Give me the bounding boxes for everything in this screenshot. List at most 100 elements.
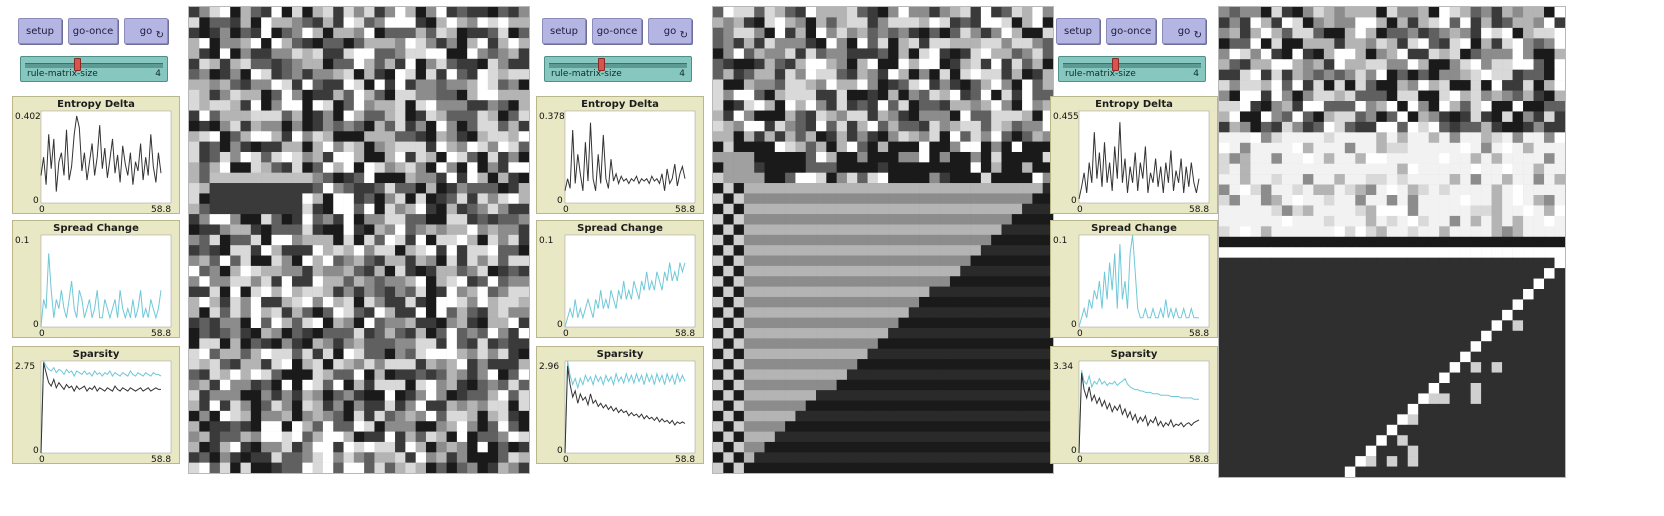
plot-canvas: 0.1 00 58.8 xyxy=(539,234,696,337)
go-button-label: go xyxy=(663,25,677,37)
slider-label: rule-matrix-size xyxy=(551,69,622,79)
y-max-label: 0.402 xyxy=(15,112,41,122)
plot-canvas: 0.1 00 58.8 xyxy=(1053,234,1210,337)
x-max-label: 58.8 xyxy=(151,455,171,463)
slider-value: 4 xyxy=(679,69,685,79)
x-max-label: 58.8 xyxy=(675,455,695,463)
slider-thumb[interactable] xyxy=(598,58,606,71)
x-max-label: 58.8 xyxy=(1189,455,1209,463)
y-max-label: 0.1 xyxy=(1053,236,1067,246)
plot-canvas: 2.75 00 58.8 xyxy=(15,360,172,463)
cell-grid xyxy=(189,7,529,473)
rule-matrix-size-slider[interactable]: rule-matrix-size 4 xyxy=(1058,56,1206,82)
go-button-label: go xyxy=(1177,25,1191,37)
go-button[interactable]: go ↻ xyxy=(648,18,692,44)
slider-thumb[interactable] xyxy=(74,58,82,71)
entropy-delta-plot: Entropy Delta 0.455 0 0 58.8 xyxy=(1050,96,1218,214)
spread-change-plot: Spread Change 0.1 0 0 58.8 xyxy=(12,220,180,338)
plot-area xyxy=(40,234,172,328)
plot-canvas: 0.402 00 58.8 xyxy=(15,110,171,213)
series-line-0 xyxy=(564,262,686,328)
series-line-1 xyxy=(40,362,161,454)
plot-title: Entropy Delta xyxy=(581,99,659,110)
x-max-label: 58.8 xyxy=(151,205,171,213)
x-min-label: 0 xyxy=(39,205,45,213)
series-line-0 xyxy=(564,360,686,454)
setup-button[interactable]: setup xyxy=(18,18,62,44)
setup-button[interactable]: setup xyxy=(1056,18,1100,44)
sparsity-plot: Sparsity 3.34 0 0 58.8 xyxy=(1050,346,1218,464)
y-max-label: 0.1 xyxy=(539,236,553,246)
model-panel-1: setup go-once go ↻ rule-matrix-size 4 Ent… xyxy=(0,0,548,516)
sparsity-plot: Sparsity 2.96 0 0 58.8 xyxy=(536,346,704,464)
plot-title: Entropy Delta xyxy=(57,99,135,110)
x-min-label: 0 xyxy=(1077,205,1083,213)
plot-area xyxy=(564,234,696,328)
series-line-0 xyxy=(564,122,686,191)
y-max-label: 2.96 xyxy=(539,362,559,372)
plot-title: Spread Change xyxy=(53,223,139,234)
world-view[interactable] xyxy=(712,6,1054,474)
go-button[interactable]: go ↻ xyxy=(124,18,168,44)
y-max-label: 0.455 xyxy=(1053,112,1079,122)
plot-title: Entropy Delta xyxy=(1095,99,1173,110)
y-min-label: 0 xyxy=(557,320,563,330)
y-min-label: 0 xyxy=(1071,196,1077,206)
series-line-0 xyxy=(40,360,162,454)
slider-thumb[interactable] xyxy=(1112,58,1120,71)
rule-matrix-size-slider[interactable]: rule-matrix-size 4 xyxy=(20,56,168,82)
slider-track[interactable] xyxy=(549,63,687,68)
x-min-label: 0 xyxy=(563,205,569,213)
cell-grid xyxy=(713,7,1053,473)
go-once-button[interactable]: go-once xyxy=(68,18,118,44)
spread-change-plot: Spread Change 0.1 0 0 58.8 xyxy=(1050,220,1218,338)
series-line-1 xyxy=(564,365,686,454)
x-min-label: 0 xyxy=(39,455,45,463)
y-min-label: 0 xyxy=(33,446,39,456)
x-min-label: 0 xyxy=(1077,329,1083,337)
y-max-label: 0.378 xyxy=(539,112,565,122)
plot-area xyxy=(1078,110,1210,204)
plot-title: Spread Change xyxy=(1091,223,1177,234)
plot-area xyxy=(564,360,696,454)
plot-area xyxy=(40,360,172,454)
plot-title: Sparsity xyxy=(72,349,120,360)
sparsity-plot: Sparsity 2.75 0 0 58.8 xyxy=(12,346,180,464)
go-button-label: go xyxy=(139,25,153,37)
x-min-label: 0 xyxy=(1077,455,1083,463)
entropy-delta-plot: Entropy Delta 0.378 0 0 58.8 xyxy=(536,96,704,214)
entropy-delta-plot: Entropy Delta 0.402 0 0 58.8 xyxy=(12,96,180,214)
slider-track[interactable] xyxy=(25,63,163,68)
world-canvas xyxy=(189,7,529,473)
y-min-label: 0 xyxy=(1071,320,1077,330)
series-line-0 xyxy=(40,115,162,192)
go-button[interactable]: go ↻ xyxy=(1162,18,1206,44)
go-once-button[interactable]: go-once xyxy=(592,18,642,44)
model-panel-2: setup go-once go ↻ rule-matrix-size 4 Ent… xyxy=(524,0,1072,516)
rule-matrix-size-slider[interactable]: rule-matrix-size 4 xyxy=(544,56,692,82)
x-min-label: 0 xyxy=(563,455,569,463)
slider-track[interactable] xyxy=(1063,63,1201,68)
go-once-button[interactable]: go-once xyxy=(1106,18,1156,44)
y-min-label: 0 xyxy=(33,320,39,330)
slider-value: 4 xyxy=(155,69,161,79)
plot-title: Sparsity xyxy=(596,349,644,360)
plot-area xyxy=(1078,234,1210,328)
world-view[interactable] xyxy=(188,6,530,474)
forever-loop-icon: ↻ xyxy=(1193,30,1202,41)
series-line-0 xyxy=(1078,370,1199,454)
plot-title: Spread Change xyxy=(577,223,663,234)
y-min-label: 0 xyxy=(1071,446,1077,456)
series-line-0 xyxy=(1078,122,1200,200)
x-max-label: 58.8 xyxy=(675,205,695,213)
slider-label: rule-matrix-size xyxy=(27,69,98,79)
setup-button[interactable]: setup xyxy=(542,18,586,44)
series-line-0 xyxy=(40,253,162,328)
y-max-label: 0.1 xyxy=(15,236,29,246)
cell-grid xyxy=(1219,7,1565,477)
world-view[interactable] xyxy=(1218,6,1566,478)
model-panel-3: setup go-once go ↻ rule-matrix-size 4 Ent… xyxy=(1038,0,1586,516)
forever-loop-icon: ↻ xyxy=(679,30,688,41)
slider-value: 4 xyxy=(1193,69,1199,79)
plot-canvas: 0.1 00 58.8 xyxy=(15,234,172,337)
